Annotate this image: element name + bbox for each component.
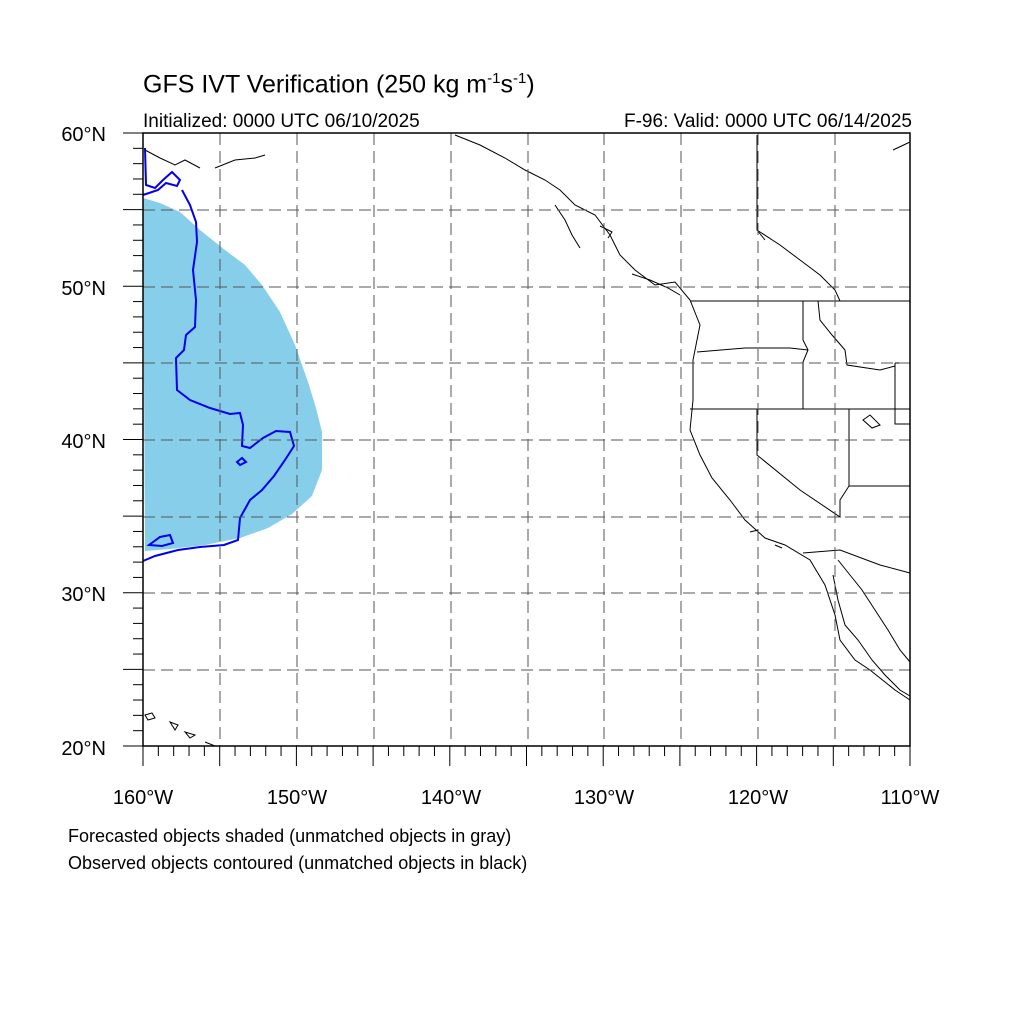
grid-lines [143,133,910,746]
lat-label-50: 50°N [61,278,106,300]
lat-label-60: 60°N [61,124,106,146]
title-exponent-1: -1 [487,70,501,87]
forecast-object [143,198,322,551]
title-unit-s: s [500,70,513,99]
political-boundaries [690,135,911,574]
footnote-forecast: Forecasted objects shaded (unmatched obj… [68,826,512,846]
title-exponent-2: -1 [512,70,527,87]
observed-contour [142,147,296,562]
title-text: GFS IVT Verification (250 kg m [143,70,488,99]
lon-label-130w: 130°W [574,787,634,809]
title-close: ) [526,70,535,99]
lat-label-20: 20°N [61,738,106,760]
observed-contour-island [146,533,175,548]
lon-label-150w: 150°W [267,787,327,809]
axis-ticks [123,132,911,766]
lon-label-110w: 110°W [881,787,940,809]
observed-contour-small [235,456,248,467]
valid-time: F-96: Valid: 0000 UTC 06/14/2025 [624,111,912,132]
footnote-observed: Observed objects contoured (unmatched ob… [68,853,528,873]
chart-title: GFS IVT Verification (250 kg m-1s-1) [143,70,535,99]
coastlines [144,134,911,747]
lon-label-160w: 160°W [113,787,173,809]
lat-label-30: 30°N [61,584,106,606]
initialized-time: Initialized: 0000 UTC 06/10/2025 [143,111,420,132]
lat-labels: 60°N 50°N 40°N 30°N 20°N [61,124,106,760]
lon-label-120w: 120°W [728,787,788,809]
lon-label-140w: 140°W [421,787,481,809]
lat-label-40: 40°N [61,431,106,453]
lon-labels: 160°W 150°W 140°W 130°W 120°W 110°W [113,787,940,809]
